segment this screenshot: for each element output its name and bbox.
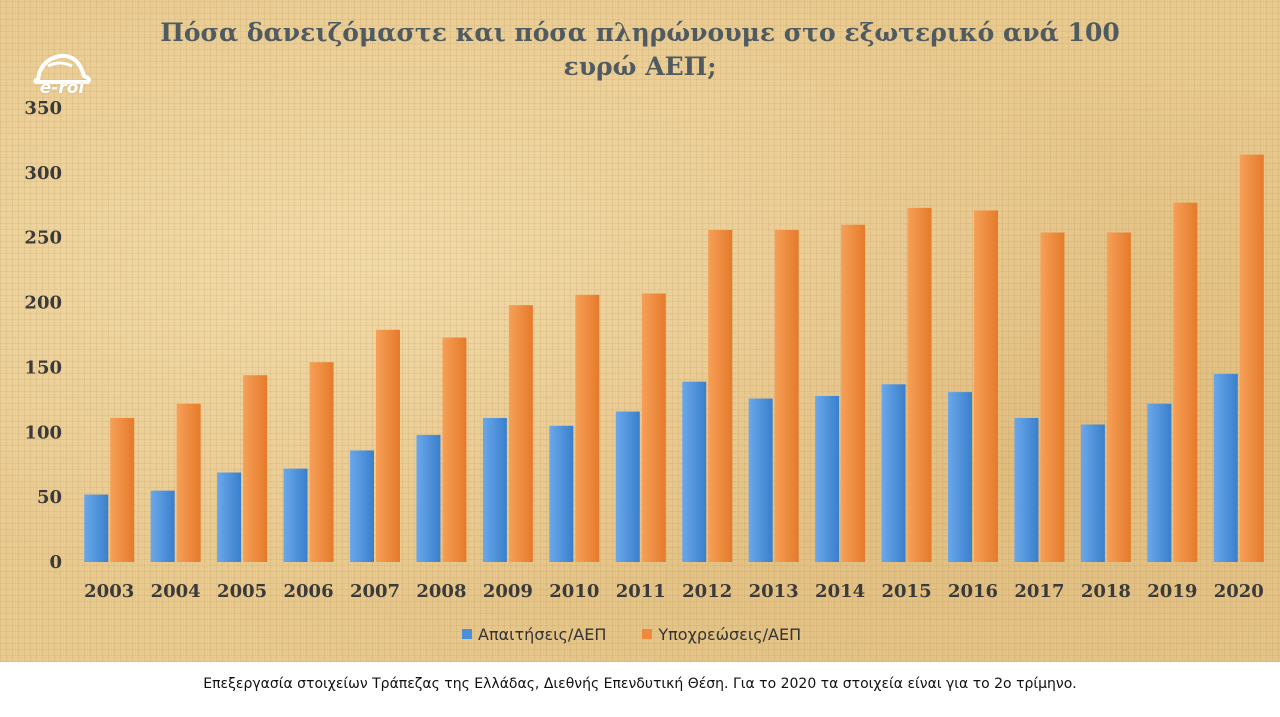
bar-liabilities [1106, 232, 1131, 563]
x-tick-label: 2004 [151, 581, 201, 602]
x-tick-label: 2014 [815, 581, 865, 602]
bar-liabilities [1239, 154, 1264, 562]
bar-receivables [615, 411, 640, 562]
x-tick-label: 2011 [616, 581, 666, 602]
legend-label-liabilities: Υποχρεώσεις/ΑΕΠ [658, 624, 802, 644]
bar-receivables [948, 392, 972, 562]
bar-liabilities [841, 224, 866, 562]
bar-liabilities [243, 375, 268, 562]
legend-item-receivables: Απαιτήσεις/ΑΕΠ [462, 625, 606, 644]
y-tick-label: 100 [24, 422, 62, 443]
legend: Απαιτήσεις/ΑΕΠ Υποχρεώσεις/ΑΕΠ [462, 622, 801, 646]
bar-liabilities [575, 294, 600, 562]
bar-receivables [1147, 403, 1172, 562]
logo-text: e-roi [39, 78, 85, 98]
bar-receivables [549, 425, 574, 562]
y-tick-label: 200 [24, 293, 62, 314]
x-tick-label: 2013 [749, 581, 799, 602]
y-tick-label: 0 [49, 552, 62, 573]
legend-label-receivables: Απαιτήσεις/ΑΕΠ [478, 624, 607, 644]
x-tick-label: 2009 [483, 581, 533, 602]
bar-liabilities [376, 329, 400, 562]
bar-liabilities [508, 305, 533, 562]
car-outline-icon [33, 53, 91, 84]
bar-liabilities [907, 207, 932, 562]
x-tick-label: 2012 [682, 581, 732, 602]
bar-liabilities [309, 362, 334, 562]
legend-item-liabilities: Υποχρεώσεις/ΑΕΠ [642, 625, 801, 644]
bar-receivables [815, 395, 840, 562]
x-tick-label: 2015 [882, 581, 932, 602]
bar-liabilities [442, 337, 467, 562]
x-tick-label: 2018 [1081, 581, 1131, 602]
bar-liabilities [176, 403, 201, 562]
x-tick-label: 2010 [549, 581, 599, 602]
x-tick-label: 2006 [284, 581, 334, 602]
bar-receivables [482, 418, 507, 562]
bar-receivables [682, 381, 707, 562]
bar-receivables [1014, 418, 1039, 562]
bar-receivables [350, 450, 374, 562]
bar-liabilities [110, 418, 135, 562]
x-tick-label: 2008 [416, 581, 466, 602]
legend-swatch-receivables [462, 629, 472, 639]
bar-receivables [1213, 373, 1238, 562]
bar-receivables [416, 434, 441, 562]
bar-receivables [881, 384, 906, 562]
bar-receivables [84, 494, 109, 562]
bar-liabilities [1173, 202, 1198, 563]
bar-receivables [748, 398, 773, 562]
bar-liabilities [974, 210, 998, 562]
bar-liabilities [774, 229, 799, 562]
bar-liabilities [708, 229, 733, 562]
chart-title: Πόσα δανειζόμαστε και πόσα πληρώνουμε στ… [160, 18, 1120, 81]
bar-chart: 0 50 100 150 200 250 300 350 2003 2004 2005 2006 200… [24, 98, 1264, 602]
bar-liabilities [641, 293, 666, 562]
bar-receivables [217, 472, 242, 562]
y-tick-label: 350 [24, 98, 62, 119]
bar-liabilities [1040, 232, 1065, 563]
x-tick-label: 2016 [948, 581, 998, 602]
x-tick-label: 2019 [1147, 581, 1197, 602]
bar-receivables [150, 490, 175, 562]
x-tick-label: 2003 [84, 581, 134, 602]
x-tick-label: 2017 [1014, 581, 1064, 602]
x-tick-label: 2005 [217, 581, 267, 602]
x-tick-label: 2020 [1214, 581, 1264, 602]
bar-receivables [283, 468, 308, 562]
bar-receivables [1080, 424, 1105, 562]
source-note: Επεξεργασία στοιχείων Τράπεζας της Ελλάδ… [203, 676, 1077, 692]
y-tick-label: 300 [24, 163, 62, 184]
legend-swatch-liabilities [642, 629, 653, 639]
chart-background [0, 0, 1280, 662]
y-tick-label: 50 [37, 487, 62, 508]
y-tick-label: 250 [24, 228, 62, 249]
x-tick-label: 2007 [350, 581, 400, 602]
y-tick-label: 150 [24, 357, 62, 378]
